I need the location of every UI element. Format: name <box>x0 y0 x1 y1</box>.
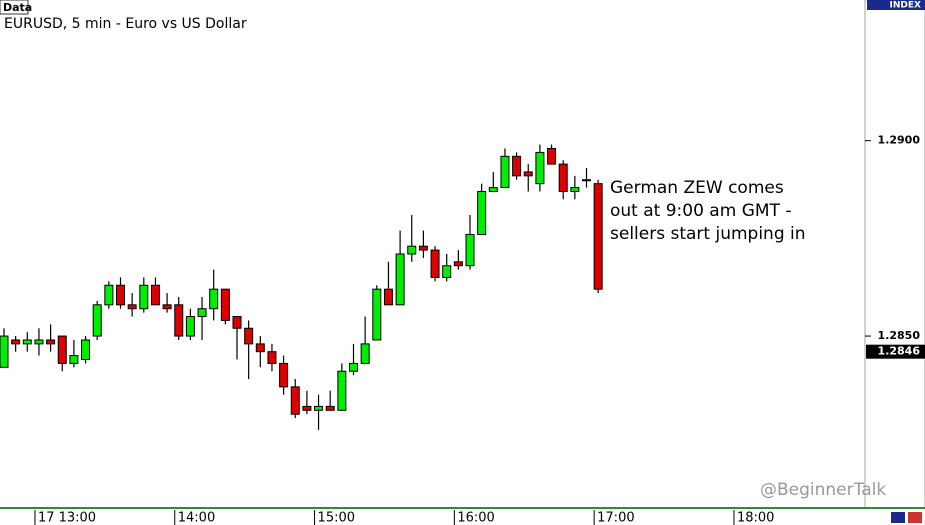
x-tick-label: 15:00 <box>318 511 355 525</box>
candle-body <box>46 339 56 345</box>
candle-body <box>453 261 463 267</box>
x-tick-label: 14:00 <box>178 511 215 525</box>
candle-body <box>547 147 557 165</box>
candle-body <box>337 370 347 411</box>
candle-body <box>0 335 9 368</box>
candle-body <box>197 308 207 318</box>
candle-body <box>267 351 277 364</box>
annotation: out at 9:00 am GMT - <box>610 201 791 221</box>
candle-body <box>162 304 172 310</box>
candle-body <box>500 155 510 189</box>
candle-body <box>22 339 32 345</box>
candle-body <box>34 339 44 345</box>
x-tick-label: 17:00 <box>597 511 634 525</box>
candle-body <box>477 190 487 235</box>
scroll-icon[interactable] <box>891 512 905 523</box>
candle-body <box>314 405 324 411</box>
candle-body <box>360 343 370 364</box>
y-tick-label: 1.2850 <box>878 329 921 342</box>
chart-title: EURUSD, 5 min - Euro vs US Dollar <box>4 16 247 32</box>
candle-body <box>11 339 21 345</box>
candle-body <box>523 171 533 177</box>
x-tick-label: 18:00 <box>737 511 774 525</box>
candle-body <box>512 155 522 177</box>
last-price-label: 1.2846 <box>878 345 921 358</box>
x-tick-label: 17 13:00 <box>38 511 96 525</box>
candle-body <box>430 249 440 278</box>
candle-body <box>325 405 335 411</box>
last-price-box <box>866 344 925 359</box>
panel-label: Data <box>3 1 32 14</box>
candle-body <box>69 355 79 364</box>
candle-body <box>92 304 102 337</box>
candle-body <box>593 183 603 290</box>
candle-body <box>407 245 417 255</box>
candle-body <box>127 304 137 310</box>
candle-body <box>232 316 242 329</box>
candle-body <box>139 284 149 310</box>
candle-body <box>488 187 498 192</box>
candle-body <box>244 327 254 345</box>
candle-body <box>174 304 184 337</box>
candle-body <box>185 316 195 337</box>
close-icon[interactable] <box>908 512 922 523</box>
candle-body <box>558 163 568 192</box>
candle-body <box>465 233 475 267</box>
candle-body <box>383 288 393 306</box>
index-label: INDEX <box>890 1 921 11</box>
candle-body <box>220 288 230 321</box>
candle-body <box>302 405 312 411</box>
candle-body <box>395 253 405 306</box>
candle-body <box>57 335 67 364</box>
candle-body <box>442 265 452 278</box>
candle-body <box>150 284 160 306</box>
annotation: sellers start jumping in <box>610 224 806 244</box>
y-tick-label: 1.2900 <box>878 134 921 147</box>
panel-label-box <box>0 0 29 15</box>
annotation: German ZEW comes <box>610 178 784 198</box>
price-axis-panel <box>864 0 925 509</box>
candle-body <box>290 386 300 415</box>
candle-body <box>209 288 219 310</box>
index-box <box>867 0 925 10</box>
x-tick-label: 16:00 <box>457 511 494 525</box>
candle-body <box>349 362 358 372</box>
watermark: @BeginnerTalk <box>760 480 886 500</box>
candle-body <box>372 288 382 341</box>
candle-body <box>81 339 91 361</box>
candle-body <box>104 284 114 306</box>
candle-body <box>279 362 289 388</box>
candle-body <box>255 343 265 353</box>
candle-body <box>535 151 545 185</box>
candle-body <box>418 245 428 251</box>
candle-body <box>116 284 125 306</box>
candle-body <box>582 179 591 182</box>
candle-body <box>570 187 580 192</box>
